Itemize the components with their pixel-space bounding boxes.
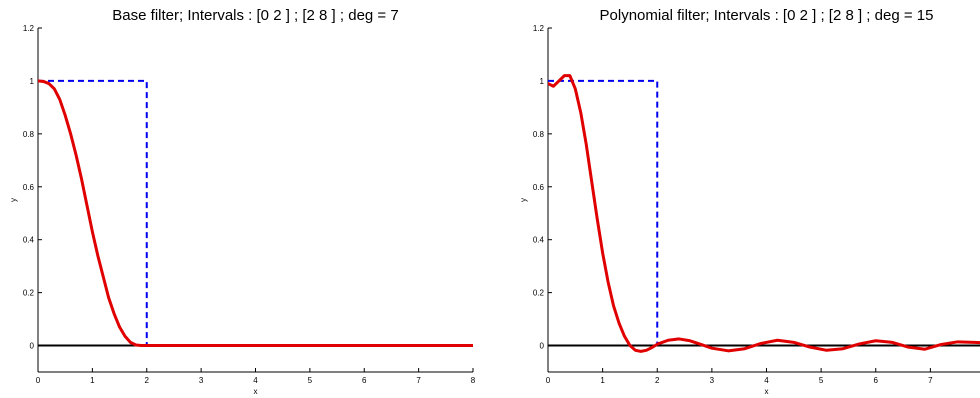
y-axis-label: y [519,198,528,202]
x-tick-label: 7 [416,376,421,385]
x-axis-label: x [254,387,258,396]
ideal-filter-line [548,79,980,347]
y-tick-label: 0.4 [23,236,35,245]
polynomial-filter-chart: Polynomial filter; Intervals : [0 2 ] ; … [519,7,980,396]
x-tick-label: 3 [199,376,204,385]
x-tick-label: 5 [819,376,824,385]
y-tick-label: 0.8 [533,130,545,139]
y-tick-label: 1.2 [23,24,35,33]
x-tick-label: 2 [145,376,150,385]
x-tick-label: 6 [362,376,367,385]
y-tick-label: 1 [540,77,545,86]
y-tick-label: 1 [30,77,35,86]
filter-response-line [548,74,980,353]
x-tick-label: 4 [764,376,769,385]
x-tick-label: 2 [655,376,660,385]
y-tick-label: 0.2 [23,289,35,298]
y-tick-label: 0.2 [533,289,545,298]
y-tick-label: 0.6 [23,183,35,192]
x-axis-label: x [765,387,769,396]
y-tick-label: 0 [30,342,35,351]
y-tick-label: 0.8 [23,130,35,139]
x-tick-label: 1 [90,376,95,385]
x-tick-label: 4 [253,376,258,385]
chart-title: Base filter; Intervals : [0 2 ] ; [2 8 ]… [112,7,398,24]
filter-response-line [38,79,473,348]
ideal-filter-line [38,79,473,347]
x-tick-label: 3 [710,376,715,385]
x-tick-label: 0 [36,376,41,385]
y-tick-label: 0.6 [533,183,545,192]
x-tick-label: 8 [471,376,476,385]
x-tick-label: 7 [928,376,933,385]
y-tick-label: 0.4 [533,236,545,245]
y-tick-label: 0 [540,342,545,351]
y-tick-label: 1.2 [533,24,545,33]
base-filter-chart: Base filter; Intervals : [0 2 ] ; [2 8 ]… [9,7,476,396]
chart-title: Polynomial filter; Intervals : [0 2 ] ; … [600,7,934,24]
x-tick-label: 0 [546,376,551,385]
y-axis-label: y [9,198,18,202]
x-tick-label: 5 [308,376,313,385]
x-tick-label: 1 [600,376,605,385]
x-tick-label: 6 [874,376,879,385]
